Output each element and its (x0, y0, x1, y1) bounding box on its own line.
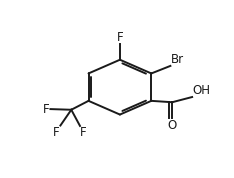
Text: F: F (80, 127, 87, 140)
Text: F: F (53, 126, 60, 139)
Text: F: F (43, 103, 50, 116)
Text: F: F (117, 31, 123, 44)
Text: OH: OH (193, 84, 211, 97)
Text: Br: Br (171, 53, 184, 66)
Text: O: O (168, 119, 177, 132)
